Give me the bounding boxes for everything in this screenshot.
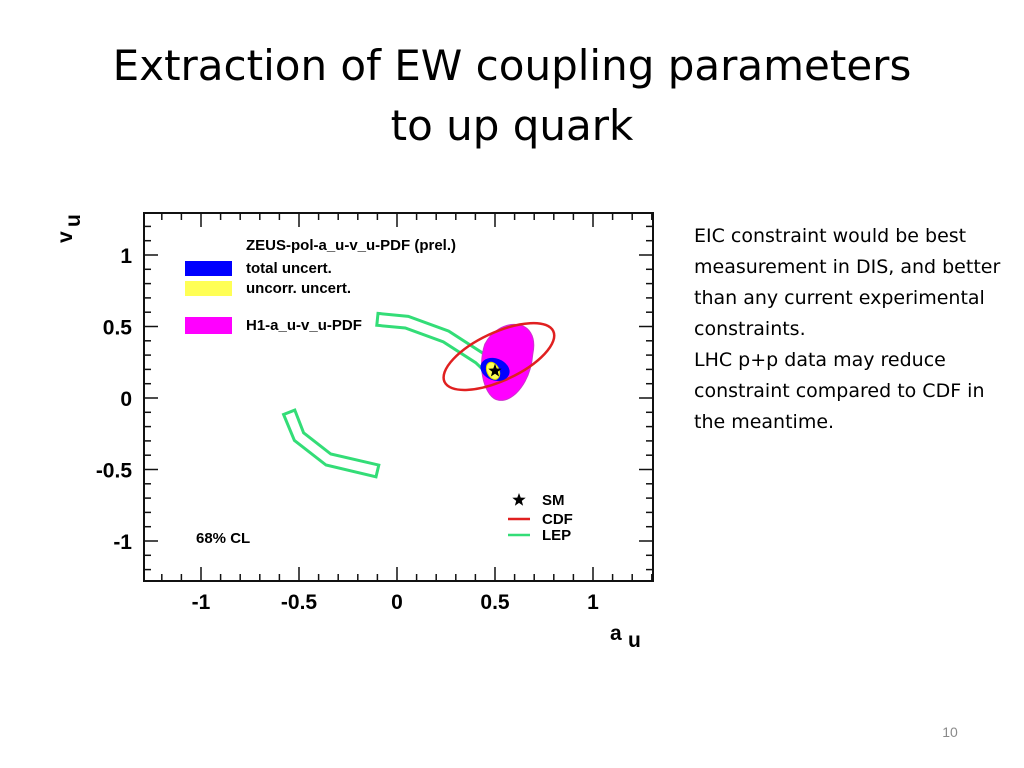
title-line-1: Extraction of EW coupling parameters xyxy=(112,41,912,90)
x-tick-labels: -1 -0.5 0 0.5 1 xyxy=(192,591,600,614)
side-text: EIC constraint would be best measurement… xyxy=(694,221,1019,438)
legend-h1: H1-a_u-v_u-PDF xyxy=(246,317,362,334)
y-tick-labels: 1 0.5 0 -0.5 -1 xyxy=(96,245,133,554)
legend-header: ZEUS-pol-a_u-v_u-PDF (prel.) xyxy=(246,237,456,254)
lep-contours xyxy=(281,311,506,479)
sm-point xyxy=(488,363,502,377)
legend-bottom: SM CDF LEP xyxy=(508,492,573,544)
legend-lep: LEP xyxy=(542,527,571,544)
y-axis-label: v u xyxy=(54,214,85,243)
svg-text:u: u xyxy=(628,629,641,652)
legend-total: total uncert. xyxy=(246,260,332,277)
plot-frame xyxy=(143,212,654,582)
title-line-2: to up quark xyxy=(390,101,634,150)
axis-ticks xyxy=(144,213,653,581)
legend-swatch-h1 xyxy=(185,317,232,334)
y-tick-label: 0.5 xyxy=(103,317,133,340)
coupling-plot: v u 1 0.5 0 -0.5 -1 -1 -0.5 0 0.5 1 ZEUS-pol-a_u… xyxy=(54,212,654,652)
y-tick-label: -0.5 xyxy=(96,460,133,483)
cl-label: 68% CL xyxy=(196,530,250,547)
y-tick-label: -1 xyxy=(113,531,132,554)
svg-text:a: a xyxy=(610,622,622,645)
legend-top: ZEUS-pol-a_u-v_u-PDF (prel.) total uncer… xyxy=(185,237,456,334)
y-tick-label: 0 xyxy=(120,388,132,411)
legend-star-icon xyxy=(512,493,526,506)
x-tick-label: 0.5 xyxy=(480,591,510,614)
page-number: 10 xyxy=(942,724,958,740)
legend-swatch-uncorr xyxy=(185,281,232,296)
side-paragraph-1: EIC constraint would be best measurement… xyxy=(694,225,1001,340)
legend-uncorr: uncorr. uncert. xyxy=(246,280,351,297)
svg-text:u: u xyxy=(62,214,85,227)
y-tick-label: 1 xyxy=(120,245,132,268)
legend-cdf: CDF xyxy=(542,511,573,528)
x-tick-label: 1 xyxy=(587,591,599,614)
legend-swatch-total xyxy=(185,261,232,276)
x-tick-label: 0 xyxy=(391,591,403,614)
x-tick-label: -0.5 xyxy=(281,591,318,614)
x-tick-label: -1 xyxy=(192,591,211,614)
lep-contour-lower xyxy=(281,408,381,479)
side-paragraph-2: LHC p+p data may reduce constraint compa… xyxy=(694,349,985,433)
x-axis-label: a u xyxy=(610,622,641,652)
cdf-contour xyxy=(442,321,556,392)
legend-sm: SM xyxy=(542,492,565,509)
svg-text:v: v xyxy=(54,231,77,243)
h1-region xyxy=(481,323,535,401)
slide-title: Extraction of EW coupling parameters to … xyxy=(40,36,984,156)
